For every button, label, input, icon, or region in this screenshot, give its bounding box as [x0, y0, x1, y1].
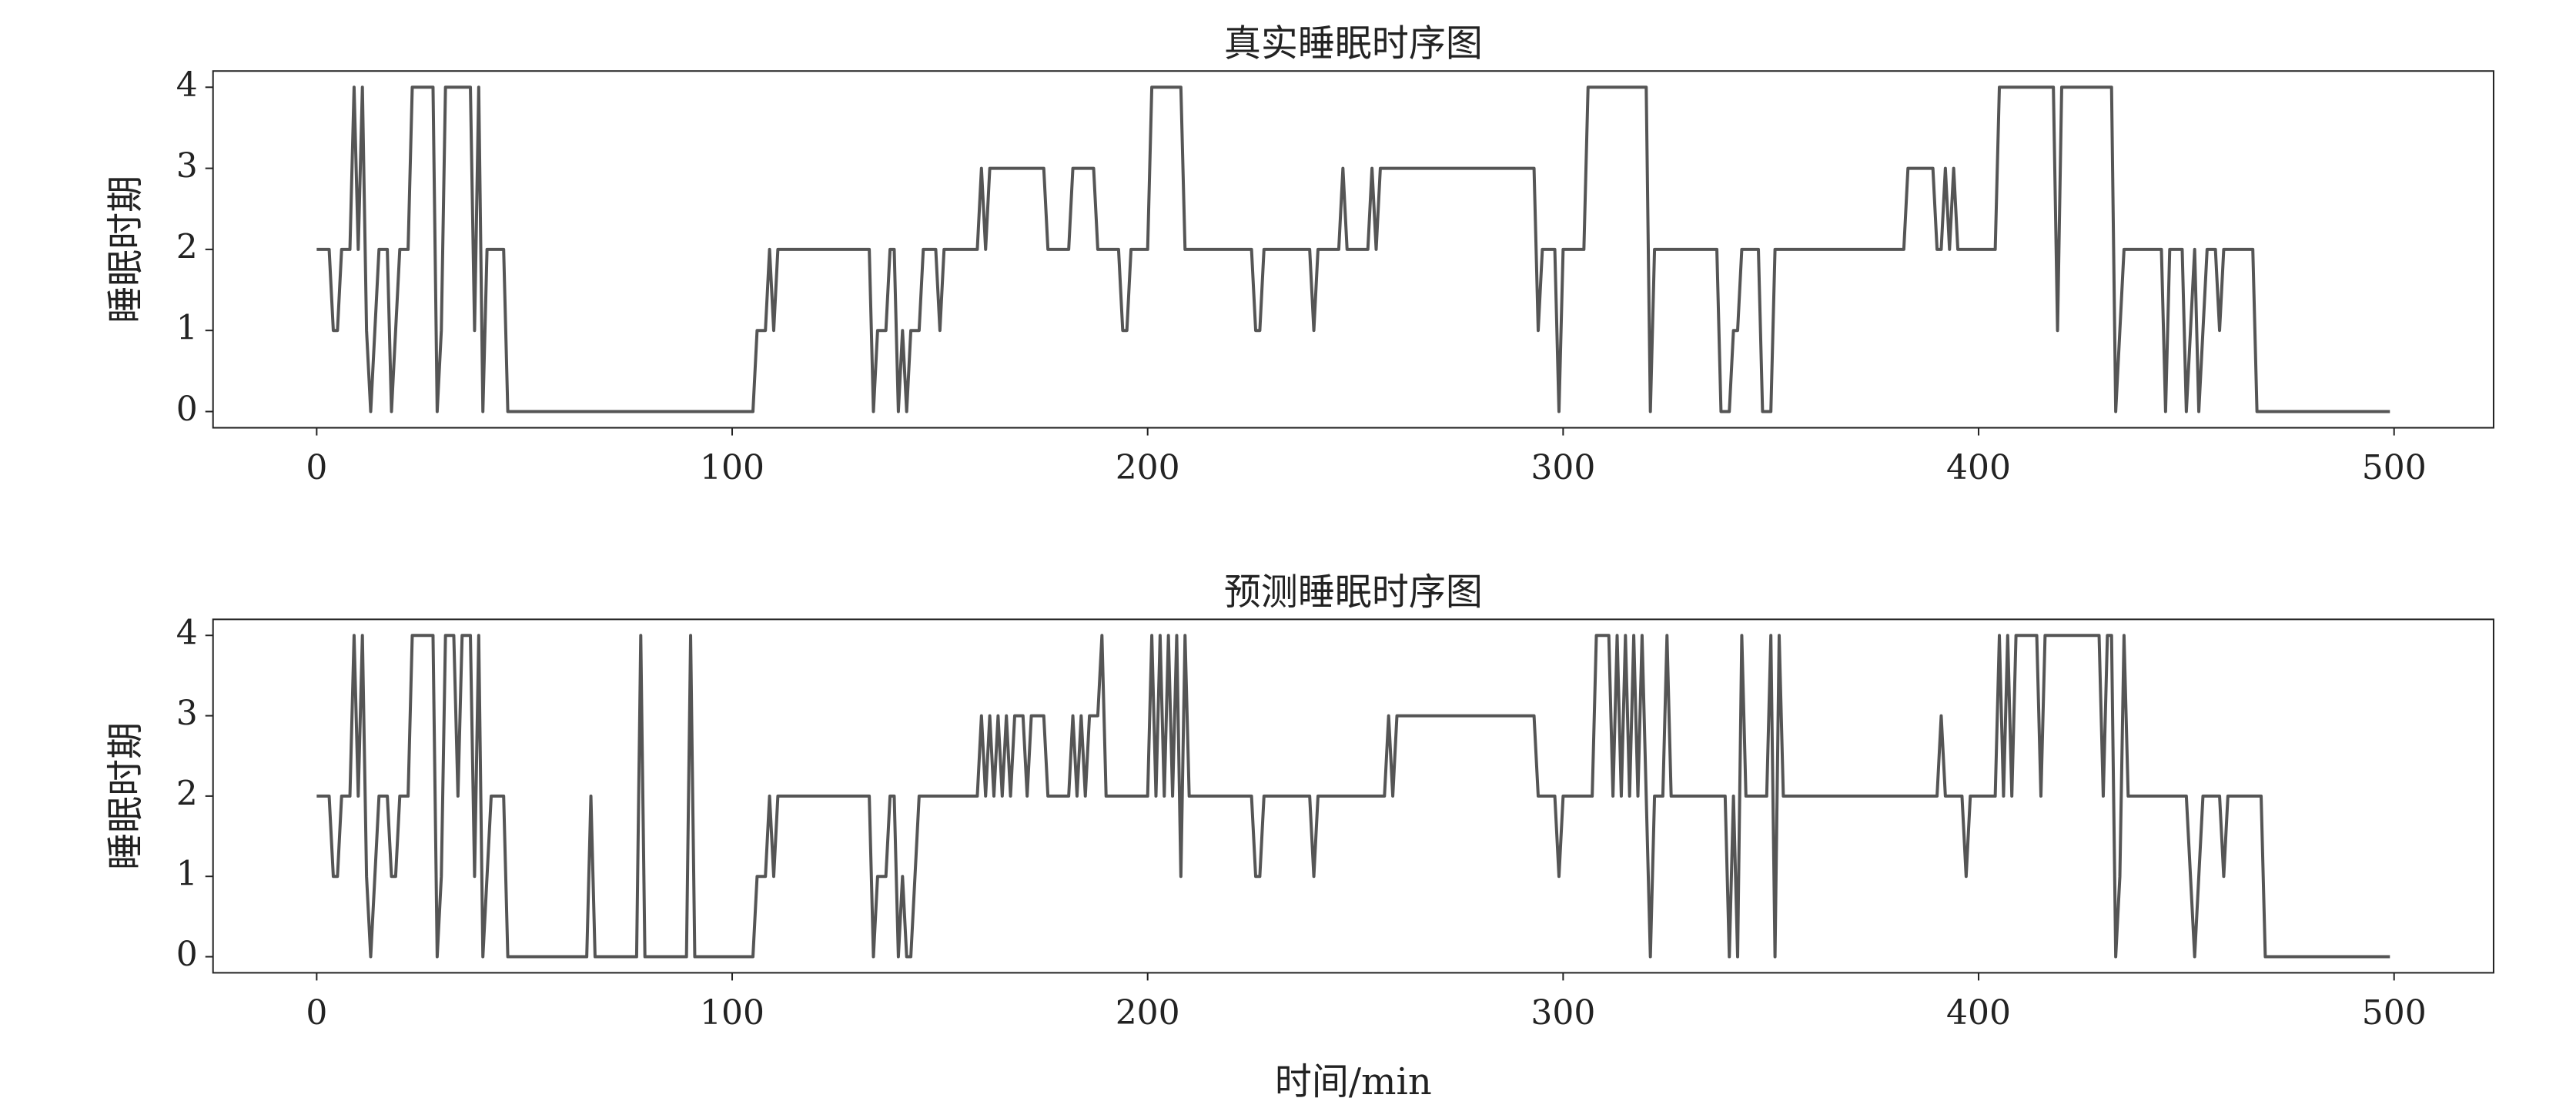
x-tick-label: 500 [2362, 448, 2427, 487]
y-tick-label: 4 [176, 614, 198, 653]
y-tick-label: 1 [176, 855, 198, 894]
y-tick-label: 3 [176, 146, 198, 186]
y-tick-label: 0 [176, 390, 198, 429]
line-series [316, 85, 2390, 413]
x-tick-label: 400 [1946, 448, 2011, 487]
x-tick-label: 300 [1531, 448, 1595, 487]
x-tick-label: 100 [700, 448, 764, 487]
x-tick-label: 500 [2362, 993, 2427, 1033]
x-tick-label: 0 [306, 448, 327, 487]
axes-frame [212, 70, 2494, 429]
x-tick-label: 200 [1116, 448, 1180, 487]
y-tick-label: 2 [176, 227, 198, 266]
chart-title: 预测睡眠时序图 [1224, 571, 1483, 614]
chart-title: 真实睡眠时序图 [1224, 22, 1483, 65]
x-tick-label: 0 [306, 993, 327, 1033]
x-tick-label: 400 [1946, 993, 2011, 1033]
y-tick-label: 4 [176, 65, 198, 105]
y-tick-label: 2 [176, 774, 198, 813]
y-tick-label: 3 [176, 694, 198, 733]
y-tick-label: 0 [176, 935, 198, 974]
y-axis-label: 睡眠时期 [104, 722, 147, 870]
axes-frame [212, 618, 2494, 974]
x-axis-label: 时间/min [1275, 1060, 1432, 1103]
x-tick-label: 200 [1116, 993, 1180, 1033]
line-series [316, 634, 2390, 959]
y-axis-label: 睡眠时期 [104, 176, 147, 323]
x-tick-label: 100 [700, 993, 764, 1033]
x-tick-label: 300 [1531, 993, 1595, 1033]
y-tick-label: 1 [176, 309, 198, 348]
